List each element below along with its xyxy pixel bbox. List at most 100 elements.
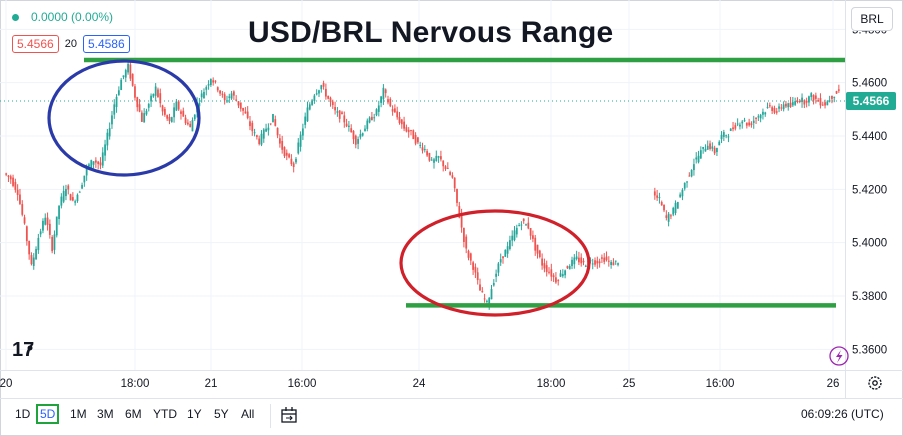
candle bbox=[437, 155, 440, 163]
candle bbox=[819, 93, 822, 109]
candle bbox=[232, 90, 235, 100]
timeframe-tab-1y[interactable]: 1Y bbox=[187, 407, 202, 421]
candle bbox=[131, 73, 134, 87]
candle bbox=[384, 88, 387, 98]
candle bbox=[343, 111, 346, 128]
candle bbox=[177, 99, 180, 111]
candle bbox=[561, 269, 564, 278]
candle bbox=[759, 113, 762, 123]
bid-price-button[interactable]: 5.4566 bbox=[12, 35, 59, 53]
candle bbox=[28, 240, 31, 260]
candle bbox=[9, 174, 12, 184]
candle bbox=[773, 105, 776, 115]
candle bbox=[272, 113, 274, 123]
candle bbox=[212, 77, 215, 86]
blue-circle-annotation bbox=[47, 59, 201, 177]
candle bbox=[186, 119, 189, 126]
candle bbox=[14, 178, 17, 193]
candle bbox=[469, 252, 472, 266]
candle bbox=[159, 88, 162, 108]
candle bbox=[306, 101, 309, 122]
candle bbox=[741, 120, 744, 129]
candle bbox=[274, 115, 277, 127]
candle bbox=[69, 193, 72, 201]
candle bbox=[502, 256, 504, 264]
candle bbox=[78, 190, 81, 193]
candle bbox=[108, 122, 111, 140]
candle bbox=[548, 267, 550, 275]
candle bbox=[451, 172, 454, 179]
chart-title: USD/BRL Nervous Range bbox=[248, 16, 614, 49]
candle bbox=[331, 99, 334, 109]
candle bbox=[99, 157, 102, 170]
candle bbox=[688, 172, 691, 177]
candle bbox=[184, 114, 187, 125]
candle bbox=[709, 140, 711, 151]
timeframe-tab-5y[interactable]: 5Y bbox=[214, 407, 229, 421]
price-tick-label: 5.4400 bbox=[852, 131, 887, 143]
candle bbox=[44, 213, 47, 226]
status-dot-icon bbox=[12, 13, 19, 21]
timeframe-tab-5d[interactable]: 5D bbox=[36, 404, 60, 424]
candle bbox=[541, 253, 544, 270]
candle bbox=[214, 80, 217, 84]
lightning-icon[interactable] bbox=[829, 346, 849, 366]
candle bbox=[94, 157, 97, 168]
candle bbox=[527, 217, 530, 230]
candle bbox=[134, 83, 136, 101]
candle bbox=[702, 146, 705, 154]
candle bbox=[582, 258, 585, 266]
candle bbox=[739, 122, 741, 130]
candle bbox=[534, 234, 537, 256]
candle bbox=[520, 221, 523, 231]
candle bbox=[251, 120, 254, 136]
candle bbox=[748, 118, 751, 127]
candle bbox=[674, 200, 677, 216]
timeframe-tab-1d[interactable]: 1D bbox=[15, 407, 31, 421]
quote-row: 5.4566 20 5.4586 bbox=[12, 35, 130, 53]
candle bbox=[207, 80, 210, 90]
timeframe-tab-3m[interactable]: 3M bbox=[97, 407, 114, 421]
price-tick-label: 5.4200 bbox=[852, 184, 887, 196]
candle bbox=[136, 96, 139, 112]
candle bbox=[329, 96, 332, 107]
candle bbox=[483, 293, 486, 303]
candle bbox=[506, 241, 509, 258]
candle bbox=[364, 125, 366, 132]
candle bbox=[727, 133, 730, 143]
ask-price-button[interactable]: 5.4586 bbox=[82, 35, 130, 53]
candle bbox=[538, 249, 541, 259]
candle bbox=[814, 92, 817, 104]
candle bbox=[837, 84, 840, 93]
timeframe-tab-all[interactable]: All bbox=[241, 407, 255, 421]
candle bbox=[267, 123, 270, 136]
candle bbox=[601, 254, 603, 263]
candle bbox=[515, 224, 518, 238]
candle bbox=[564, 269, 567, 279]
candle bbox=[122, 75, 125, 80]
candle bbox=[253, 128, 256, 137]
candle bbox=[676, 201, 679, 209]
candle bbox=[115, 94, 118, 113]
candle bbox=[262, 128, 265, 143]
svg-text:17: 17 bbox=[12, 339, 34, 361]
candle bbox=[755, 117, 757, 125]
symbol-selector[interactable]: BRL bbox=[851, 7, 893, 31]
timeframe-tab-6m[interactable]: 6M bbox=[125, 407, 142, 421]
utc-clock[interactable]: 06:09:26 (UTC) bbox=[801, 407, 884, 421]
candle bbox=[327, 95, 330, 100]
candle bbox=[656, 189, 659, 201]
date-range-icon[interactable] bbox=[281, 407, 297, 423]
candle bbox=[295, 157, 297, 165]
candle bbox=[591, 258, 594, 270]
candle bbox=[76, 193, 79, 203]
candle bbox=[752, 115, 755, 129]
timeframe-tab-1m[interactable]: 1M bbox=[70, 407, 87, 421]
timeframe-tab-ytd[interactable]: YTD bbox=[153, 407, 177, 421]
candle bbox=[361, 132, 364, 137]
settings-gear-icon[interactable] bbox=[868, 376, 882, 390]
candle bbox=[610, 259, 613, 269]
candle bbox=[106, 129, 109, 151]
candle bbox=[51, 235, 54, 254]
